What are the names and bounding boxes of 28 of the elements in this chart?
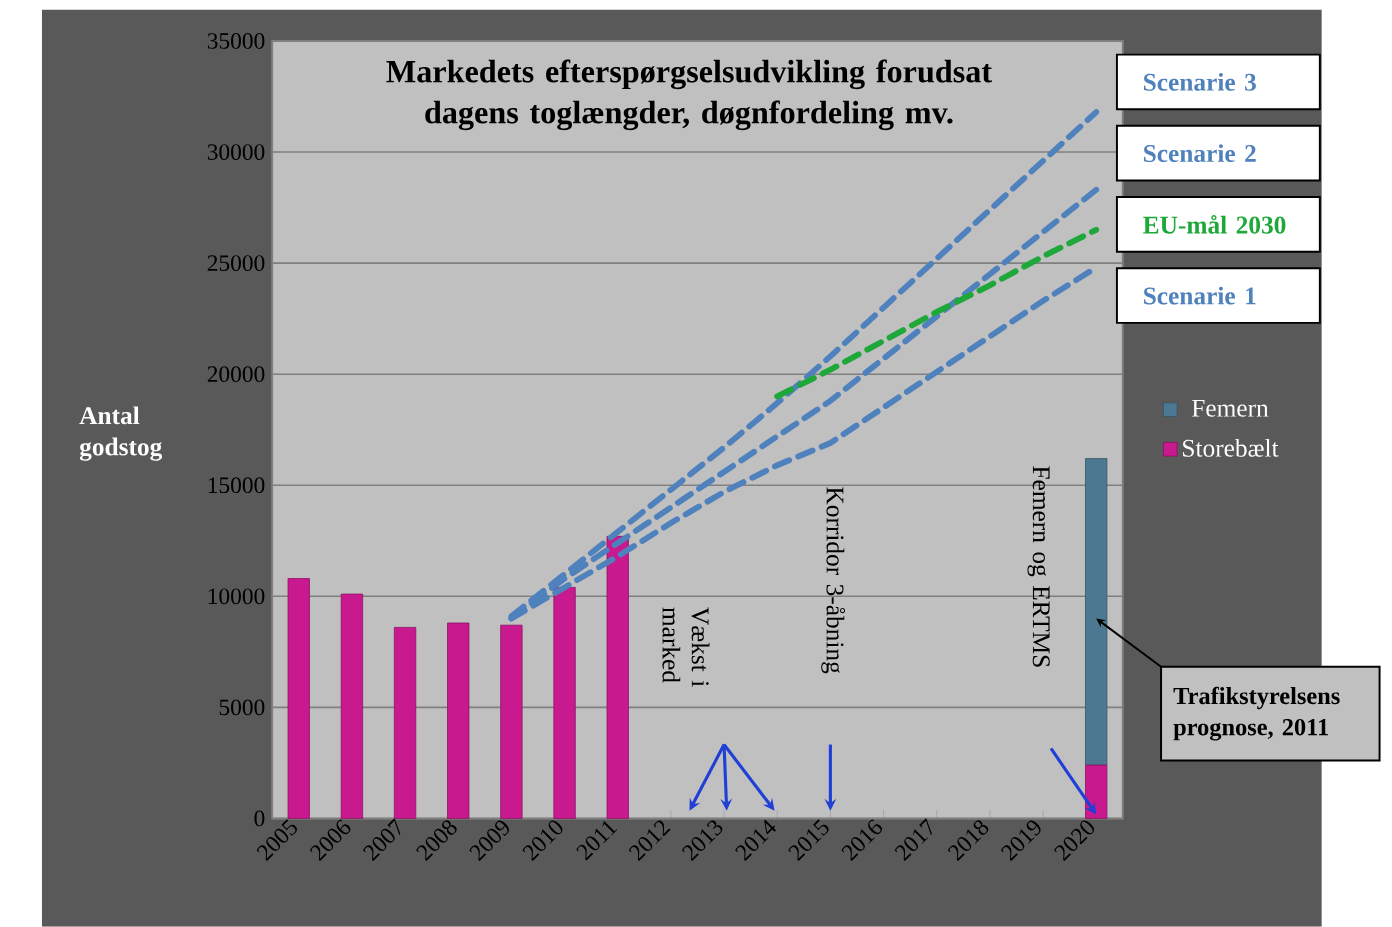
bar <box>340 593 364 819</box>
text: Scenarie 2 <box>1144 144 1256 163</box>
text: Trafikstyrelsens prognose, 2011 <box>1173 686 1340 741</box>
y-tick-label: 20000 <box>207 366 265 383</box>
y-tick-label: 15000 <box>208 477 265 494</box>
annotation: Femern og ERTMS <box>1027 466 1050 667</box>
bar <box>393 627 417 819</box>
text: Scenarie 3 <box>1144 73 1256 91</box>
y-tick-label: 30000 <box>207 144 265 161</box>
series-label: EU-mål 2030 <box>1143 215 1286 234</box>
legend-label: Storebælt <box>1183 439 1279 457</box>
bar <box>287 578 310 819</box>
bar <box>447 622 470 819</box>
annotation: Korridor 3-åbning <box>821 487 846 674</box>
legend-label: Femern <box>1191 400 1269 417</box>
y-tick-label: 5000 <box>219 699 265 716</box>
y-tick-label: 25000 <box>207 255 265 272</box>
bar <box>606 536 629 819</box>
text: Scenarie 1 <box>1144 286 1256 305</box>
bar <box>1085 764 1108 819</box>
y-tick-label: 10000 <box>208 588 265 605</box>
text: Markedets efterspørgselsudvikling forudsat dagens toglængder, døgnfordeling mv. <box>386 59 992 131</box>
y-axis-title: Antal godstog <box>79 406 163 461</box>
annotation: Vækst i marked <box>662 607 710 687</box>
bar <box>553 587 576 819</box>
y-tick-label: 35000 <box>207 33 265 49</box>
bar <box>500 624 523 819</box>
bar <box>1085 458 1108 766</box>
